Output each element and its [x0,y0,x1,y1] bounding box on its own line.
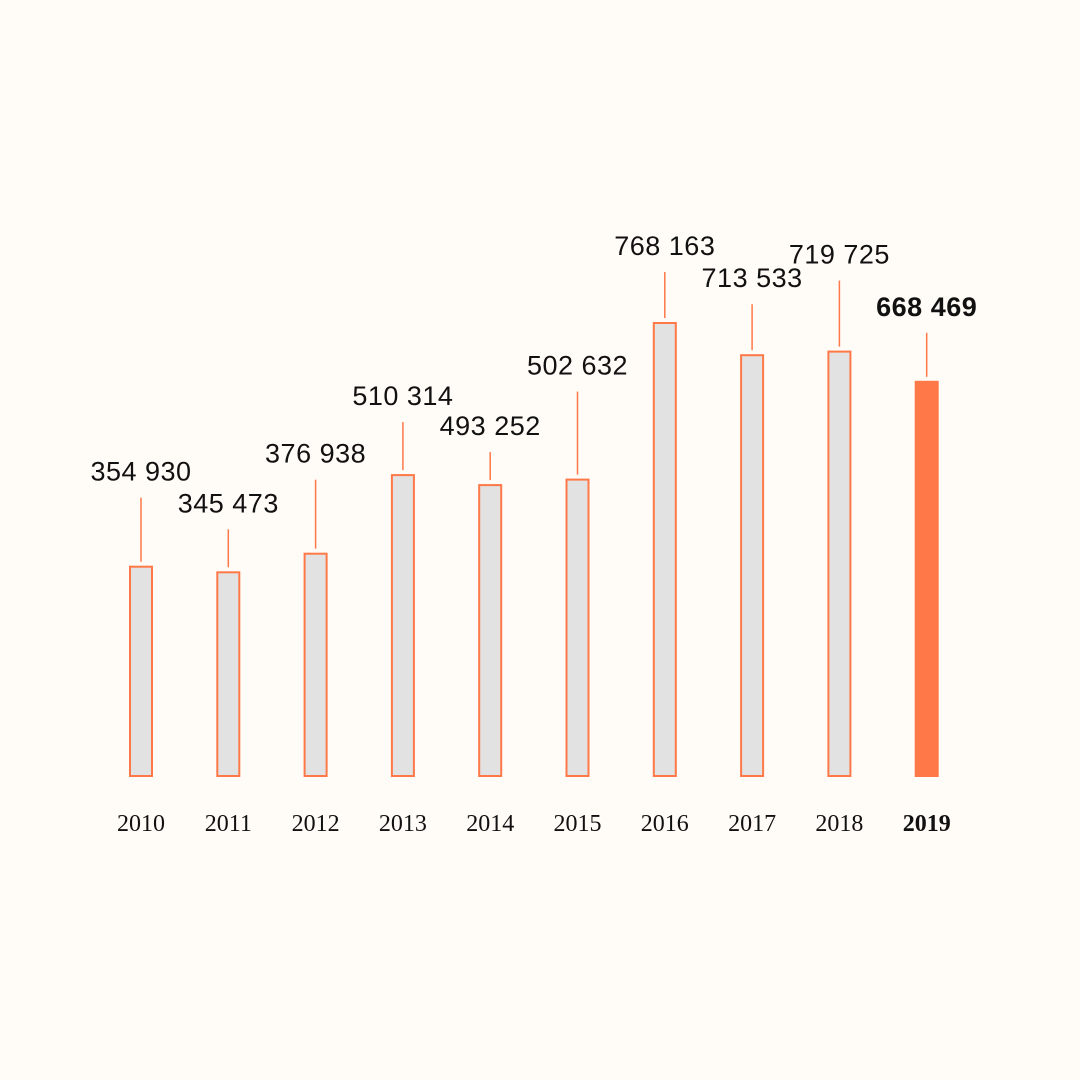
bar-2017 [740,354,765,777]
value-label-2017: 713 533 [702,263,803,293]
year-label-2016: 2016 [641,811,689,837]
value-label-2013: 510 314 [352,381,453,411]
bar-2015 [565,478,590,777]
year-label-2018: 2018 [815,811,863,837]
value-label-2014: 493 252 [440,411,541,441]
year-label-2019: 2019 [903,811,951,837]
bar-2010 [129,565,153,778]
value-label-2018: 719 725 [789,240,890,270]
bar-2014 [478,484,503,777]
value-label-2012: 376 938 [265,439,366,469]
value-label-2019: 668 469 [876,292,977,322]
value-label-2010: 354 930 [90,457,191,487]
year-label-2013: 2013 [379,811,427,837]
year-label-2012: 2012 [292,811,340,837]
year-label-2010: 2010 [117,811,165,837]
bar-2013 [390,474,415,777]
year-label-2014: 2014 [466,811,514,837]
year-label-2015: 2015 [554,811,602,837]
value-label-2011: 345 473 [178,488,279,518]
value-label-2015: 502 632 [527,351,628,381]
bar-2018 [827,350,852,777]
year-label-2011: 2011 [205,811,252,837]
bar-2016 [652,322,677,777]
bar-2012 [303,552,328,778]
bar-2011 [216,571,241,777]
bar-2019 [914,380,939,777]
value-label-2016: 768 163 [614,231,715,261]
year-label-2017: 2017 [728,811,776,837]
